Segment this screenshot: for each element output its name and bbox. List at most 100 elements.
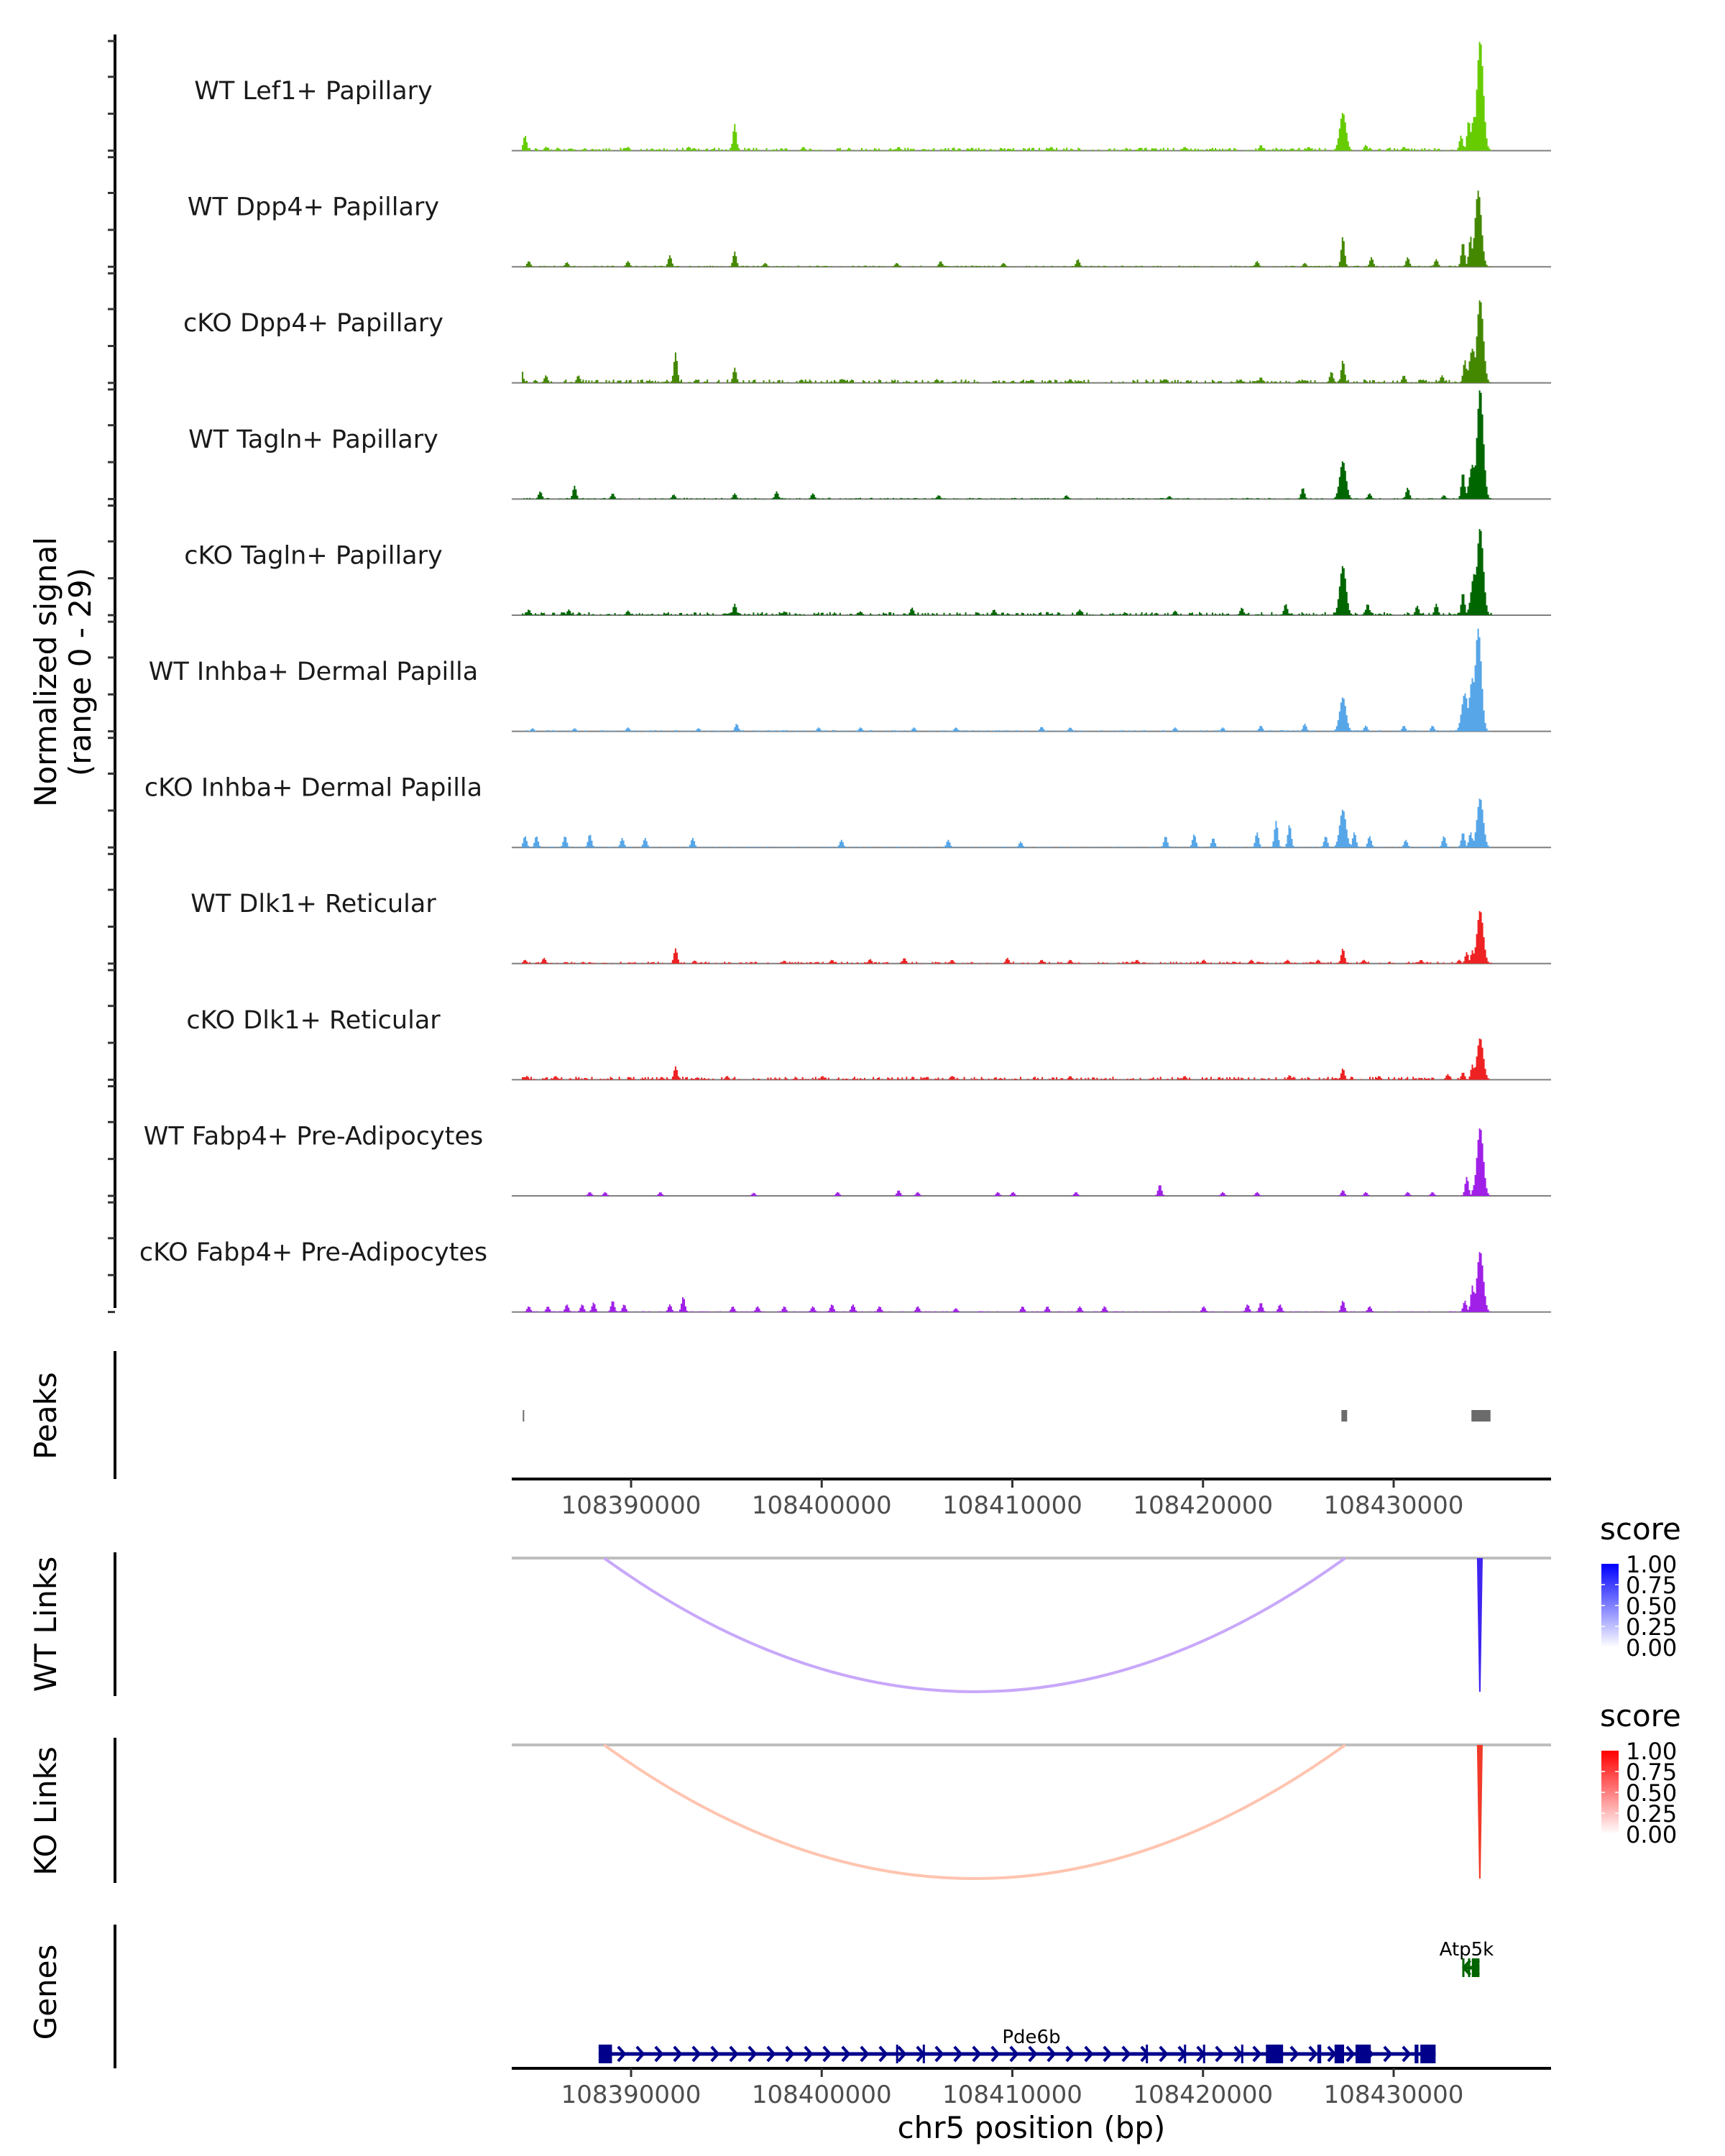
strand-arrow-icon <box>766 2045 776 2063</box>
gene-exon <box>1317 2045 1322 2063</box>
legend-tick-label: 0.00 <box>1626 1821 1677 1848</box>
ko-links-track <box>512 1743 1551 1880</box>
coverage-track-label: cKO Fabp4+ Pre-Adipocytes <box>139 1238 487 1267</box>
x-tick-label: 108390000 <box>561 2081 702 2109</box>
legend-title: score <box>1600 1698 1681 1733</box>
strand-arrow-icon <box>1308 2045 1318 2063</box>
gene-exon <box>1468 1958 1471 1977</box>
strand-arrow-icon <box>673 2045 683 2063</box>
strand-arrow-icon <box>785 2045 795 2063</box>
x-tick-label: 108430000 <box>1324 1491 1464 1520</box>
ko-links-legend: score 1.000.750.500.250.00 <box>1600 1698 1681 1848</box>
strand-arrow-icon <box>1159 2045 1169 2063</box>
strand-arrow-icon <box>748 2045 758 2063</box>
peak-region <box>1471 1410 1491 1422</box>
coverage-area <box>522 798 1492 848</box>
coverage-track: WT Dlk1+ Reticular <box>190 890 1551 964</box>
coverage-track: WT Dpp4+ Papillary <box>188 190 1551 268</box>
x-tick-label: 108410000 <box>942 2081 1082 2109</box>
strand-arrow-icon <box>710 2045 720 2063</box>
gene: Pde6b <box>598 2027 1436 2063</box>
strand-arrow-icon <box>878 2045 888 2063</box>
coverage-track: WT Lef1+ Papillary <box>194 42 1551 152</box>
x-tick-label: 108430000 <box>1324 2081 1464 2109</box>
legend-title: score <box>1600 1511 1681 1547</box>
gene-exon <box>1420 2045 1436 2063</box>
strand-arrow-icon <box>654 2045 664 2063</box>
gene-exon <box>1414 2045 1419 2063</box>
strand-arrow-icon <box>729 2045 739 2063</box>
gene-exon <box>896 2045 898 2063</box>
coverage-area <box>522 300 1492 383</box>
coverage-track: cKO Inhba+ Dermal Papilla <box>144 774 1551 849</box>
legend-tick-label: 0.00 <box>1626 1634 1677 1662</box>
coverage-y-axis-title: Normalized signal (range 0 - 29) <box>28 537 98 807</box>
gene-exon <box>1241 2045 1243 2063</box>
link-arc <box>603 1557 1346 1693</box>
strand-arrow-icon <box>635 2045 645 2063</box>
strand-arrow-icon <box>1103 2045 1113 2063</box>
peaks-track <box>523 1410 1491 1422</box>
strand-arrow-icon <box>804 2045 814 2063</box>
peak-region <box>1341 1410 1348 1422</box>
strand-arrow-icon <box>841 2045 851 2063</box>
strand-arrow-icon <box>1252 2045 1262 2063</box>
strand-arrow-icon <box>1289 2045 1300 2063</box>
coverage-area <box>522 42 1492 151</box>
coverage-track: WT Tagln+ Papillary <box>188 390 1551 500</box>
legend-tick-label: 0.50 <box>1626 1593 1677 1620</box>
ko-links-track-label: KO Links <box>28 1746 63 1876</box>
genes-track: Pde6b Atp5k <box>598 1939 1494 2063</box>
strand-arrow-icon <box>972 2045 982 2063</box>
coverage-track-label: WT Fabp4+ Pre-Adipocytes <box>144 1122 483 1151</box>
legend-tick-label: 1.00 <box>1626 1738 1677 1765</box>
coverage-track-label: cKO Dpp4+ Papillary <box>183 309 443 338</box>
gene-exon <box>1266 2045 1284 2063</box>
peak-region <box>523 1410 525 1422</box>
gene-exon <box>1355 2045 1371 2063</box>
coverage-track: cKO Fabp4+ Pre-Adipocytes <box>139 1238 1551 1313</box>
legend-tick-label: 0.25 <box>1626 1613 1677 1641</box>
genes-x-axis-ticks: 108390000 108400000 108410000 108420000 1084… <box>561 2068 1464 2109</box>
strand-arrow-icon <box>897 2045 907 2063</box>
x-tick-label: 108390000 <box>561 1491 702 1520</box>
strand-arrow-icon <box>953 2045 963 2063</box>
gene-name-label: Atp5k <box>1440 1939 1494 1961</box>
strand-arrow-icon <box>1121 2045 1131 2063</box>
peaks-x-axis-ticks: 108390000 108400000 108410000 108420000 1084… <box>561 1479 1464 1520</box>
genes-track-label: Genes <box>28 1945 63 2040</box>
link-arc <box>1476 1558 1483 1692</box>
strand-arrow-icon <box>617 2045 627 2063</box>
x-tick-label: 108420000 <box>1133 2081 1273 2109</box>
coverage-track-label: cKO Dlk1+ Reticular <box>186 1006 441 1035</box>
gene-exon <box>1202 2045 1205 2063</box>
x-tick-label: 108410000 <box>942 1491 1082 1520</box>
wt-links-track-label: WT Links <box>28 1557 63 1692</box>
coverage-area <box>522 628 1492 732</box>
legend-tick-label: 0.75 <box>1626 1759 1677 1786</box>
strand-arrow-icon <box>1084 2045 1094 2063</box>
coverage-track-label: WT Tagln+ Papillary <box>188 425 438 454</box>
legend-tick-label: 0.50 <box>1626 1779 1677 1807</box>
link-arc <box>603 1743 1346 1880</box>
coverage-track-label: WT Dlk1+ Reticular <box>190 890 436 918</box>
coverage-track-label: WT Dpp4+ Papillary <box>188 193 439 222</box>
peaks-track-label: Peaks <box>28 1372 63 1460</box>
coverage-tracks: WT Lef1+ Papillary WT Dpp4+ Papillary cKO … <box>139 42 1551 1313</box>
gene-exon <box>922 2045 925 2063</box>
x-axis-title: chr5 position (bp) <box>898 2110 1166 2145</box>
coverage-area <box>522 1038 1492 1080</box>
gene-exon <box>1471 1958 1480 1977</box>
legend-tick-label: 1.00 <box>1626 1551 1677 1578</box>
wt-links-legend: score 1.000.750.500.250.00 <box>1600 1511 1681 1662</box>
gene-exon <box>1462 1958 1465 1977</box>
coverage-y-ticks <box>108 40 115 1314</box>
gene-exon <box>1146 2045 1149 2063</box>
coverage-track: WT Fabp4+ Pre-Adipocytes <box>144 1122 1551 1197</box>
x-tick-label: 108400000 <box>752 1491 892 1520</box>
wt-links-track <box>512 1557 1551 1693</box>
coverage-area <box>522 1128 1492 1196</box>
strand-arrow-icon <box>1402 2045 1412 2063</box>
gene: Atp5k <box>1440 1939 1494 1977</box>
coverage-track-label: WT Lef1+ Papillary <box>194 77 433 106</box>
